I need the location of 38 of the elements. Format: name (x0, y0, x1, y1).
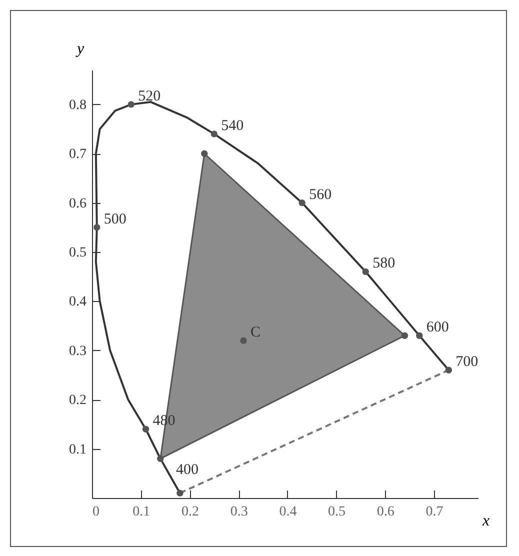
y-tick-label: 0.2 (69, 393, 86, 408)
annotation: 400 (176, 462, 198, 478)
x-tick-label: 0.3 (230, 504, 248, 520)
x-tick-label: 0.7 (426, 504, 444, 520)
annotation: C (250, 324, 260, 341)
y-tick-label: 0.4 (69, 294, 86, 310)
x-tick-label: 0.2 (181, 504, 199, 520)
point (298, 199, 306, 206)
x-tick-label: 0 (92, 504, 100, 520)
annotation: 580 (372, 256, 396, 272)
annotation: 520 (138, 88, 161, 104)
annotation: 700 (456, 354, 478, 370)
annotation: 600 (426, 320, 449, 336)
y-tick-label: 0.3 (69, 344, 86, 359)
point (128, 101, 134, 108)
y-tick-label: 0.7 (69, 147, 86, 162)
annotation: 500 (104, 211, 126, 228)
y-tick-label: 0.8 (69, 98, 86, 113)
y-tick-label: 0.1 (69, 442, 86, 458)
point (240, 337, 247, 344)
point (157, 455, 164, 462)
x-tick-label: 0.4 (279, 504, 297, 520)
point (362, 268, 369, 276)
y-axis-title: y (74, 40, 85, 58)
point (445, 366, 452, 374)
point (142, 426, 150, 432)
y-tick-label: 0.5 (69, 246, 86, 261)
x-axis-title: x (482, 512, 490, 530)
x-tick-label: 0.5 (328, 504, 346, 520)
point (176, 490, 184, 496)
annotation: 540 (221, 118, 244, 134)
x-tick-label: 0.6 (376, 504, 394, 520)
x-tick-label: 0.1 (132, 504, 150, 520)
annotation: 560 (309, 186, 332, 203)
point (416, 332, 423, 340)
point (94, 224, 100, 231)
point (210, 130, 218, 138)
y-tick-label: 0.6 (69, 196, 86, 212)
